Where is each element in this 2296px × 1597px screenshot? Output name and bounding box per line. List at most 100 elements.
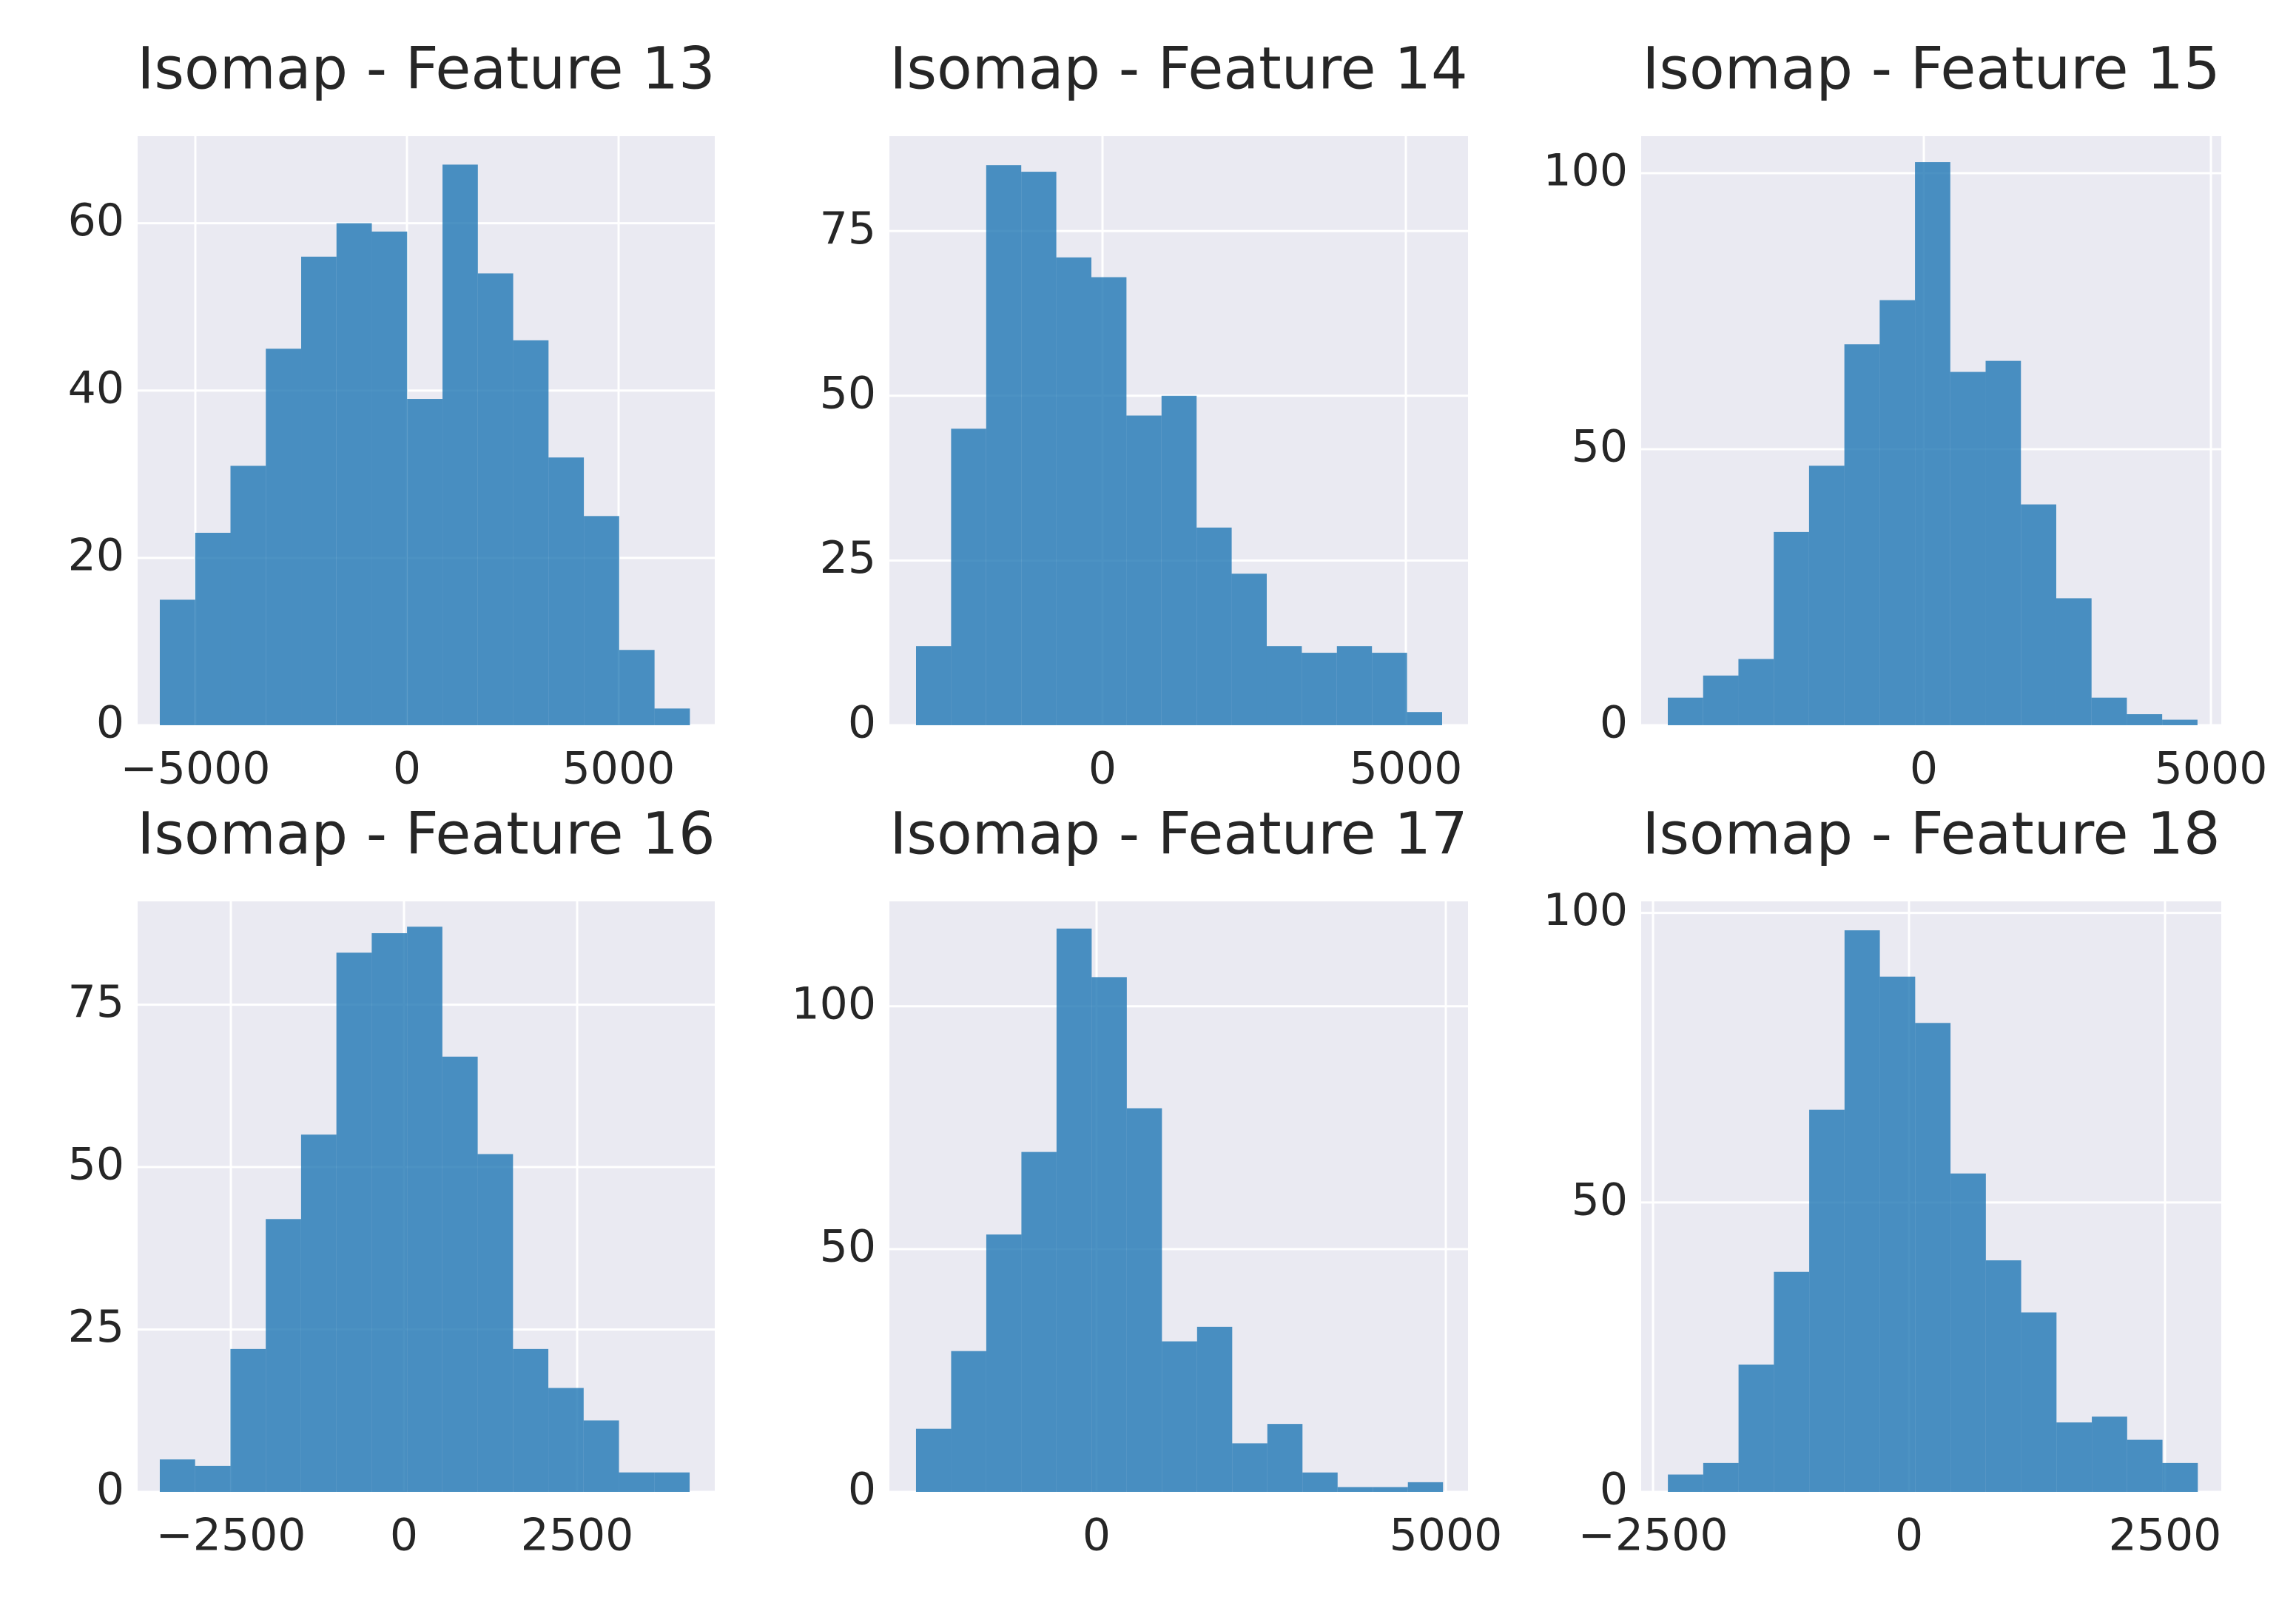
bar	[548, 457, 585, 725]
bar	[371, 231, 408, 726]
bar	[2127, 714, 2163, 725]
bar	[2091, 697, 2127, 725]
bar	[915, 1428, 952, 1492]
y-tick-label: 0	[1600, 1464, 1628, 1516]
bar	[1196, 527, 1232, 725]
x-tick-label: 5000	[1390, 1510, 1503, 1561]
bar	[1774, 1271, 1810, 1492]
x-tick-label: 2500	[521, 1510, 634, 1561]
bar	[986, 165, 1022, 725]
bar	[1809, 1109, 1845, 1492]
bar	[1915, 1023, 1951, 1492]
panel: 0 50 100 0 5000 Isomap - Feature 17	[791, 801, 1502, 1561]
bar	[300, 1134, 337, 1492]
bar	[1267, 1424, 1303, 1492]
chart-title: Isomap - Feature 14	[889, 36, 1467, 102]
bar	[195, 532, 231, 725]
bar	[619, 1472, 655, 1492]
y-tick-label: 75	[68, 976, 124, 1028]
bar	[1879, 976, 1916, 1492]
y-tick-label: 0	[96, 1464, 124, 1516]
panel: 0 25 50 75 0 5000 Isomap - Feature 14	[820, 36, 1468, 795]
bar	[371, 933, 408, 1492]
bar	[654, 1472, 690, 1492]
bar	[1915, 162, 1950, 725]
x-tick-label: 2500	[2109, 1510, 2222, 1561]
bar	[2056, 1422, 2093, 1492]
bar	[1126, 1108, 1162, 1492]
bar	[1161, 395, 1197, 725]
x-tick-label: 0	[1910, 743, 1938, 795]
y-tick-label: 40	[68, 362, 124, 414]
x-tick-label: −2500	[1578, 1510, 1728, 1561]
y-tick-label: 100	[1543, 145, 1628, 197]
y-tick-label: 0	[848, 697, 876, 749]
chart-title: Isomap - Feature 15	[1642, 36, 2220, 102]
bar	[2092, 1416, 2127, 1492]
bar	[1808, 465, 1845, 725]
bar	[159, 1459, 195, 1492]
bar	[1021, 1151, 1057, 1492]
bar	[336, 223, 372, 725]
bar	[2162, 719, 2198, 725]
y-tick-label: 50	[68, 1139, 124, 1191]
y-tick-label: 50	[1572, 421, 1628, 473]
x-tick-label: −2500	[156, 1510, 306, 1561]
y-tick-label: 0	[96, 697, 124, 749]
bar	[548, 1388, 584, 1492]
bar	[1844, 930, 1880, 1492]
y-tick-label: 50	[820, 1220, 876, 1272]
y-tick-label: 60	[68, 195, 124, 246]
y-tick-label: 100	[1543, 884, 1628, 936]
bar	[1668, 697, 1703, 725]
bar	[301, 256, 337, 725]
bar	[266, 1219, 301, 1492]
bar	[1703, 1462, 1739, 1492]
bar	[1021, 172, 1057, 725]
x-tick-label: 0	[393, 743, 421, 795]
x-tick-label: 0	[1088, 743, 1117, 795]
bar	[916, 646, 952, 725]
bar	[1703, 675, 1739, 725]
bar	[1162, 1341, 1197, 1492]
bar	[477, 1154, 514, 1492]
bar	[1950, 1173, 1986, 1492]
bar	[951, 428, 986, 725]
bar	[1879, 300, 1916, 725]
bar	[1091, 977, 1127, 1492]
bar	[1373, 1487, 1408, 1492]
bar	[442, 164, 478, 725]
bar	[1844, 344, 1880, 725]
bar	[336, 952, 372, 1492]
bar	[1407, 1482, 1444, 1492]
bar	[951, 1351, 986, 1492]
bar	[1266, 646, 1302, 725]
y-tick-label: 50	[1572, 1174, 1628, 1226]
bar	[1302, 1472, 1338, 1492]
bar	[230, 1348, 266, 1492]
bar	[1372, 653, 1407, 725]
bar	[442, 1056, 478, 1492]
bar	[1302, 653, 1337, 725]
y-tick-label: 75	[820, 203, 876, 255]
bar	[2127, 1439, 2163, 1492]
bar	[583, 1420, 619, 1492]
x-tick-label: 0	[1895, 1510, 1923, 1561]
y-tick-label: 0	[1600, 697, 1628, 749]
bar	[266, 349, 302, 725]
bar	[619, 650, 655, 725]
bar	[1985, 1260, 2021, 1492]
chart-title: Isomap - Feature 18	[1642, 801, 2220, 867]
chart-title: Isomap - Feature 16	[137, 801, 715, 867]
bar	[159, 599, 195, 725]
bar	[1056, 257, 1091, 726]
bar	[230, 465, 266, 725]
bar	[477, 273, 514, 725]
bar	[195, 1465, 231, 1492]
chart-title: Isomap - Feature 13	[137, 36, 715, 102]
bar	[2021, 504, 2056, 725]
bar	[2021, 1312, 2057, 1492]
bar	[986, 1234, 1022, 1492]
